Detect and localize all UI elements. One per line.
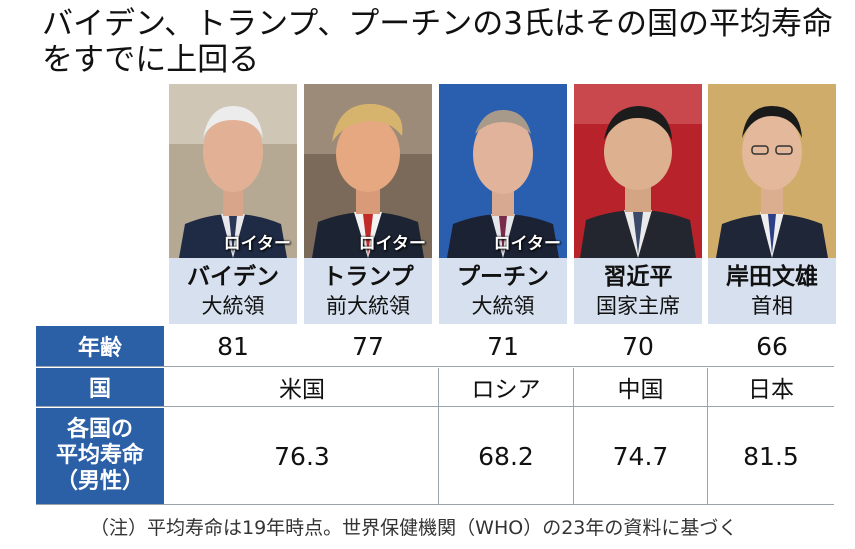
portrait-trump-icon xyxy=(304,84,432,258)
table-divider xyxy=(36,366,834,367)
row-header-age: 年齢 xyxy=(36,326,164,366)
row-label-line: 平均寿命 xyxy=(55,443,144,468)
leader-title: 首相 xyxy=(751,294,793,318)
table-divider xyxy=(438,368,439,504)
country-cell: 日本 xyxy=(748,377,794,403)
footnote: （注）平均寿命は19年時点。世界保健機関（WHO）の23年の資料に基づく xyxy=(90,517,738,539)
leader-title: 国家主席 xyxy=(596,294,680,318)
life-expectancy-cell: 76.3 xyxy=(274,441,330,471)
table-divider xyxy=(573,368,574,504)
row-header-life-expectancy: 各国の 平均寿命 （男性） xyxy=(36,408,164,504)
age-cell: 77 xyxy=(352,331,384,361)
portrait-putin-icon xyxy=(439,84,567,258)
leader-title: 大統領 xyxy=(471,294,535,318)
life-expectancy-cell: 68.2 xyxy=(478,441,534,471)
leader-name-box: 習近平 国家主席 xyxy=(574,258,702,324)
page-title: バイデン、トランプ、プーチンの3氏はその国の平均寿命 をすでに上回る xyxy=(42,6,842,78)
photo-credit: ロイター xyxy=(358,234,426,254)
leader-name-box: プーチン 大統領 xyxy=(439,258,567,324)
leader-title: 大統領 xyxy=(201,294,265,318)
age-cell: 71 xyxy=(487,331,519,361)
portrait-kishida-icon xyxy=(708,84,836,258)
life-expectancy-cell: 81.5 xyxy=(743,441,799,471)
leader-name: 習近平 xyxy=(603,264,673,290)
row-label-line: （男性） xyxy=(55,469,144,494)
leader-name-box: トランプ 前大統領 xyxy=(304,258,432,324)
table-divider xyxy=(36,504,834,505)
life-expectancy-cell: 74.7 xyxy=(612,441,669,471)
photo-credit: ロイター xyxy=(493,234,561,254)
leader-name-box: 岸田文雄 首相 xyxy=(708,258,836,324)
title-line-1: バイデン、トランプ、プーチンの3氏はその国の平均寿命 xyxy=(42,6,834,42)
leader-name: 岸田文雄 xyxy=(726,264,818,290)
photo-biden: ロイター xyxy=(169,84,297,258)
photo-xi xyxy=(574,84,702,258)
photo-credit: ロイター xyxy=(223,234,291,254)
leader-name: プーチン xyxy=(457,264,549,290)
portrait-biden-icon xyxy=(169,84,297,258)
leader-name-box: バイデン 大統領 xyxy=(169,258,297,324)
row-header-country: 国 xyxy=(36,368,164,406)
country-cell: ロシア xyxy=(471,377,541,403)
age-cell: 70 xyxy=(622,331,654,361)
photo-putin: ロイター xyxy=(439,84,567,258)
title-line-2: をすでに上回る xyxy=(42,42,260,78)
age-cell: 81 xyxy=(217,331,249,361)
portrait-xi-icon xyxy=(574,84,702,258)
photo-trump: ロイター xyxy=(304,84,432,258)
photo-kishida xyxy=(708,84,836,258)
leader-title: 前大統領 xyxy=(326,294,410,318)
country-cell: 中国 xyxy=(617,377,664,403)
table-divider xyxy=(36,406,834,407)
table-divider xyxy=(707,368,708,504)
leader-name: バイデン xyxy=(187,264,279,290)
leader-name: トランプ xyxy=(322,264,414,290)
country-cell: 米国 xyxy=(279,377,325,403)
age-cell: 66 xyxy=(756,331,788,361)
row-label-line: 各国の xyxy=(66,417,133,442)
